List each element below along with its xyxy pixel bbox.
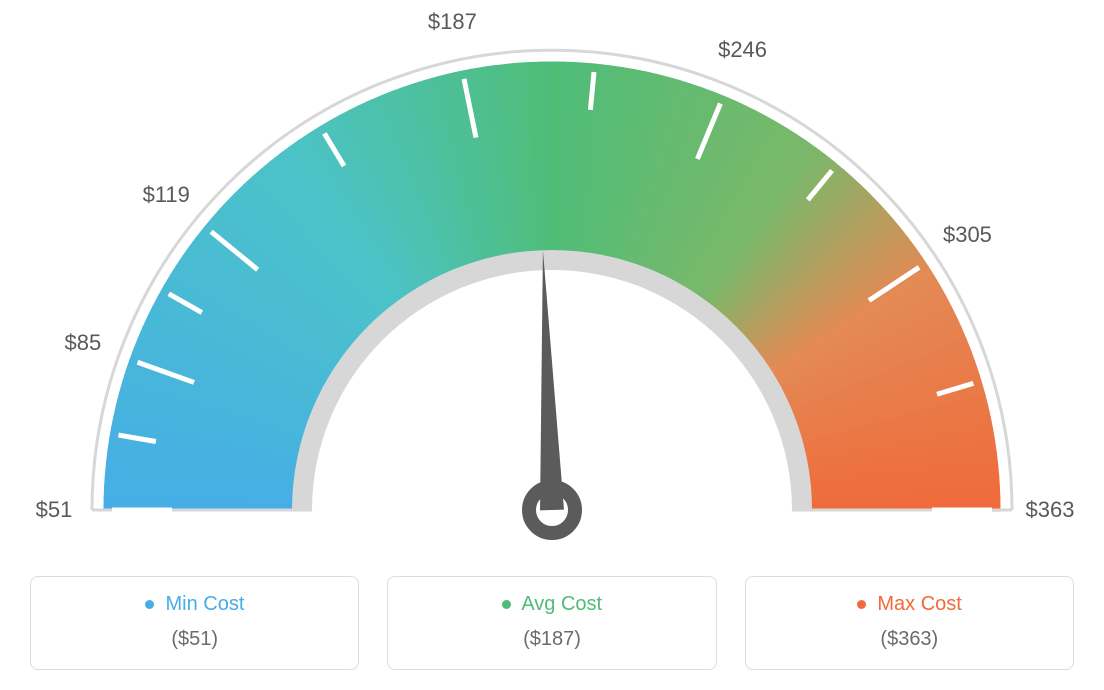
dot-icon (145, 600, 154, 609)
legend-title-text: Min Cost (165, 593, 244, 615)
gauge-tick-label: $119 (143, 182, 190, 208)
legend-title-max: Max Cost (756, 593, 1063, 616)
gauge-tick-label: $51 (36, 497, 73, 523)
legend-card-min: Min Cost ($51) (30, 576, 359, 670)
legend-card-avg: Avg Cost ($187) (387, 576, 716, 670)
gauge-tick-label: $85 (65, 330, 102, 356)
chart-container: $51 $85 $119 $187 $246 $305 $363 Min Cost ($51… (0, 0, 1104, 690)
dot-icon (502, 600, 511, 609)
legend-title-text: Max Cost (877, 593, 961, 615)
legend-value-max: ($363) (756, 628, 1063, 651)
legend-value-avg: ($187) (398, 628, 705, 651)
gauge-tick-label: $246 (718, 37, 767, 63)
legend-row: Min Cost ($51) Avg Cost ($187) Max Cost … (30, 576, 1074, 670)
dot-icon (857, 600, 866, 609)
gauge-svg (0, 0, 1104, 560)
legend-value-min: ($51) (41, 628, 348, 651)
gauge-tick-label: $363 (1026, 497, 1075, 523)
gauge-tick-label: $187 (428, 9, 477, 35)
legend-card-max: Max Cost ($363) (745, 576, 1074, 670)
legend-title-avg: Avg Cost (398, 593, 705, 616)
gauge-chart: $51 $85 $119 $187 $246 $305 $363 (0, 0, 1104, 560)
legend-title-min: Min Cost (41, 593, 348, 616)
legend-title-text: Avg Cost (521, 593, 602, 615)
gauge-tick-label: $305 (943, 222, 992, 248)
